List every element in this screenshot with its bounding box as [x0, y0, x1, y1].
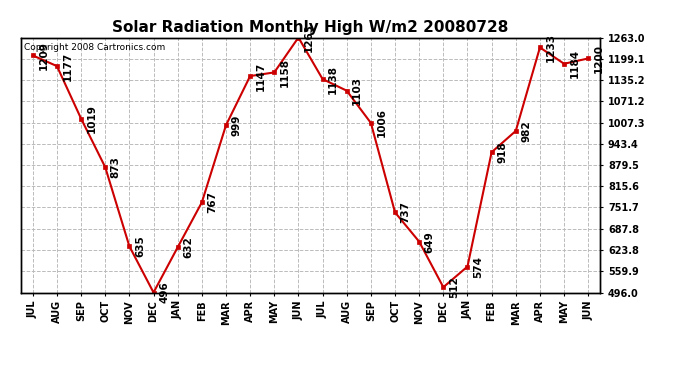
Text: 767: 767 — [208, 191, 217, 213]
Text: 1147: 1147 — [256, 62, 266, 91]
Text: 1184: 1184 — [570, 49, 580, 78]
Text: 1177: 1177 — [63, 51, 72, 81]
Text: 1138: 1138 — [328, 64, 338, 93]
Text: 574: 574 — [473, 256, 483, 278]
Text: 999: 999 — [232, 115, 241, 136]
Text: 982: 982 — [522, 120, 531, 142]
Title: Solar Radiation Monthly High W/m2 20080728: Solar Radiation Monthly High W/m2 200807… — [112, 20, 509, 35]
Text: 918: 918 — [497, 141, 507, 163]
Text: 1006: 1006 — [377, 108, 386, 138]
Text: 1200: 1200 — [594, 44, 604, 73]
Text: 496: 496 — [159, 282, 169, 303]
Text: 873: 873 — [111, 156, 121, 178]
Text: 635: 635 — [135, 236, 145, 257]
Text: 737: 737 — [401, 201, 411, 223]
Text: 649: 649 — [425, 231, 435, 252]
Text: 1209: 1209 — [39, 41, 48, 70]
Text: 1103: 1103 — [353, 76, 362, 105]
Text: 1019: 1019 — [87, 104, 97, 133]
Text: 1233: 1233 — [546, 33, 555, 62]
Text: 1263: 1263 — [304, 23, 314, 52]
Text: Copyright 2008 Cartronics.com: Copyright 2008 Cartronics.com — [23, 43, 165, 52]
Text: 632: 632 — [184, 236, 193, 258]
Text: 1158: 1158 — [280, 58, 290, 87]
Text: 512: 512 — [449, 276, 459, 298]
